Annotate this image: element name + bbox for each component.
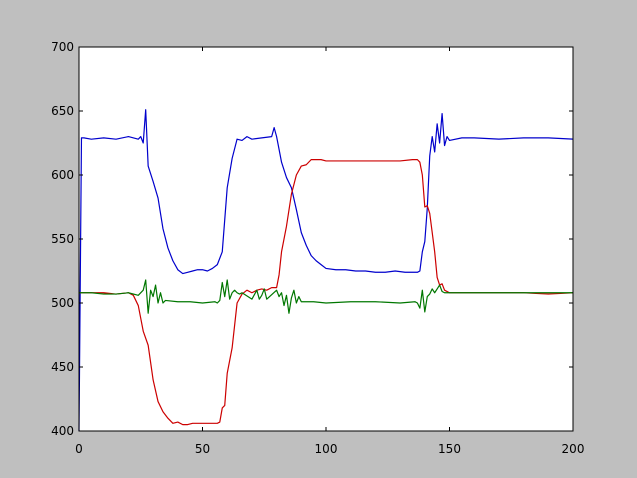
series-layer (78, 109, 574, 432)
series-line-1 (78, 109, 574, 432)
y-tick-label: 650 (51, 104, 74, 118)
x-tick-label: 50 (195, 442, 210, 456)
tick-layer (78, 46, 574, 432)
x-tick-label: 100 (315, 442, 338, 456)
y-tick-label: 500 (51, 296, 74, 310)
x-tick-label: 150 (438, 442, 461, 456)
x-tick-label: 0 (75, 442, 83, 456)
series-line-3 (79, 279, 573, 314)
series-line-2 (79, 159, 574, 426)
y-tick-label: 700 (51, 40, 74, 54)
x-tick-label: 200 (562, 442, 585, 456)
y-tick-label: 600 (51, 168, 74, 182)
y-tick-label: 400 (51, 424, 74, 438)
y-tick-label: 450 (51, 360, 74, 374)
y-tick-label: 550 (51, 232, 74, 246)
axes-background (79, 47, 573, 431)
